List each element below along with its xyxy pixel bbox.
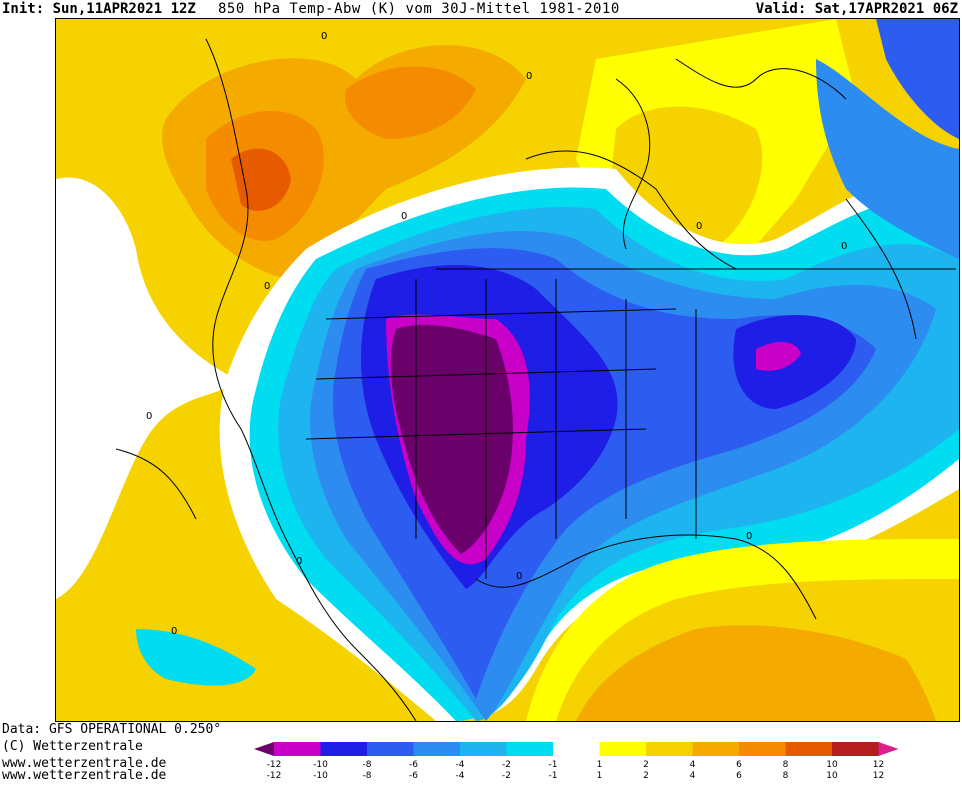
map-title: 850 hPa Temp-Abw (K) vom 30J-Mittel 1981… (218, 1, 620, 17)
legend-tick-label: -4 (455, 771, 465, 781)
anomaly-map: 0 0 0 0 0 0 0 0 0 0 0 (55, 18, 960, 722)
legend-swatch (832, 742, 879, 756)
legend-tick-label: -4 (455, 760, 465, 770)
coastlines (115, 38, 956, 721)
contour-label: 0 (746, 531, 752, 542)
warm-gulf-3 (576, 625, 936, 721)
legend-swatch (739, 742, 786, 756)
legend-swatch (274, 742, 321, 756)
legend-tick-label: 10 (826, 771, 838, 781)
legend-tick-label: 4 (689, 760, 696, 770)
legend-tick-label: -1 (548, 771, 558, 781)
legend-tick-label: -6 (409, 760, 418, 770)
legend-tick-label: -2 (502, 760, 511, 770)
legend-tick-label: 4 (689, 771, 696, 781)
legend-tick-label: 8 (782, 771, 789, 781)
legend-tick-label: -8 (362, 760, 372, 770)
cold-northeast (876, 19, 959, 139)
color-legend: -12 -10 -8 -6 -4 -2 -1 1 2 4 6 8 10 12 -12 -10 -8 -6 -4 -2… (254, 739, 958, 787)
cold-core (390, 324, 513, 554)
contour-label: 0 (516, 571, 522, 582)
legend-swatch (506, 742, 553, 756)
legend-tick-label: 6 (736, 771, 742, 781)
legend-swatch (320, 742, 367, 756)
legend-tick-label: -12 (266, 771, 282, 781)
neutral-west (56, 177, 236, 599)
contour-label: 0 (841, 241, 847, 252)
legend-swatch (646, 742, 693, 756)
contour-label: 0 (526, 71, 532, 82)
legend-tick-label: -2 (502, 771, 511, 781)
legend-swatch (460, 742, 507, 756)
cold-east-core (756, 342, 801, 371)
contour-label: 0 (171, 626, 177, 637)
legend-swatch (413, 742, 460, 756)
warm-core (231, 148, 291, 211)
copyright: (C) Wetterzentrale (2, 739, 143, 754)
data-source: Data: GFS OPERATIONAL 0.250° (2, 722, 222, 737)
cold-labrador (816, 59, 959, 259)
legend-swatch (367, 742, 414, 756)
legend-tick-label: -8 (362, 771, 372, 781)
legend-tick-label: -10 (313, 760, 328, 770)
legend-tick-label: 12 (872, 771, 885, 781)
legend-tick-label: -12 (266, 760, 282, 770)
contour-label: 0 (696, 221, 702, 232)
init-time: Init: Sun,11APR2021 12Z (2, 1, 196, 17)
legend-tick-label: -6 (409, 771, 418, 781)
contour-label: 0 (146, 411, 152, 422)
legend-tick-label: 1 (596, 760, 603, 770)
contour-zero-labels: 0 0 0 0 0 0 0 0 0 0 0 (146, 31, 847, 637)
legend-swatch (254, 742, 274, 756)
map-canvas: 0 0 0 0 0 0 0 0 0 0 0 (56, 19, 959, 721)
legend-tick-label: -10 (313, 771, 328, 781)
site-url-2[interactable]: www.wetterzentrale.de (2, 768, 167, 783)
legend-tick-label: 1 (596, 771, 603, 781)
contour-label: 0 (296, 556, 302, 567)
legend-tick-label: 2 (643, 760, 649, 770)
legend-swatch (785, 742, 832, 756)
valid-time: Valid: Sat,17APR2021 06Z (755, 1, 958, 17)
site-url[interactable]: www.wetterzentrale.de (2, 756, 167, 771)
legend-tick-label: 10 (826, 760, 838, 770)
legend-tick-label: 6 (736, 760, 742, 770)
legend-swatch (553, 742, 600, 756)
legend-tick-label: -1 (548, 760, 558, 770)
warm-yukon (345, 66, 476, 139)
legend-tick-label: 12 (872, 760, 885, 770)
legend-tick-label: 2 (643, 771, 649, 781)
contour-label: 0 (321, 31, 327, 42)
contour-label: 0 (401, 211, 407, 222)
legend-swatch (878, 742, 899, 756)
cold-east (733, 315, 856, 409)
contour-label: 0 (264, 281, 270, 292)
legend-bar (254, 742, 899, 756)
cold-pacific-patch (136, 629, 256, 686)
legend-swatch (599, 742, 646, 756)
legend-swatch (692, 742, 739, 756)
legend-tick-label: 8 (782, 760, 789, 770)
